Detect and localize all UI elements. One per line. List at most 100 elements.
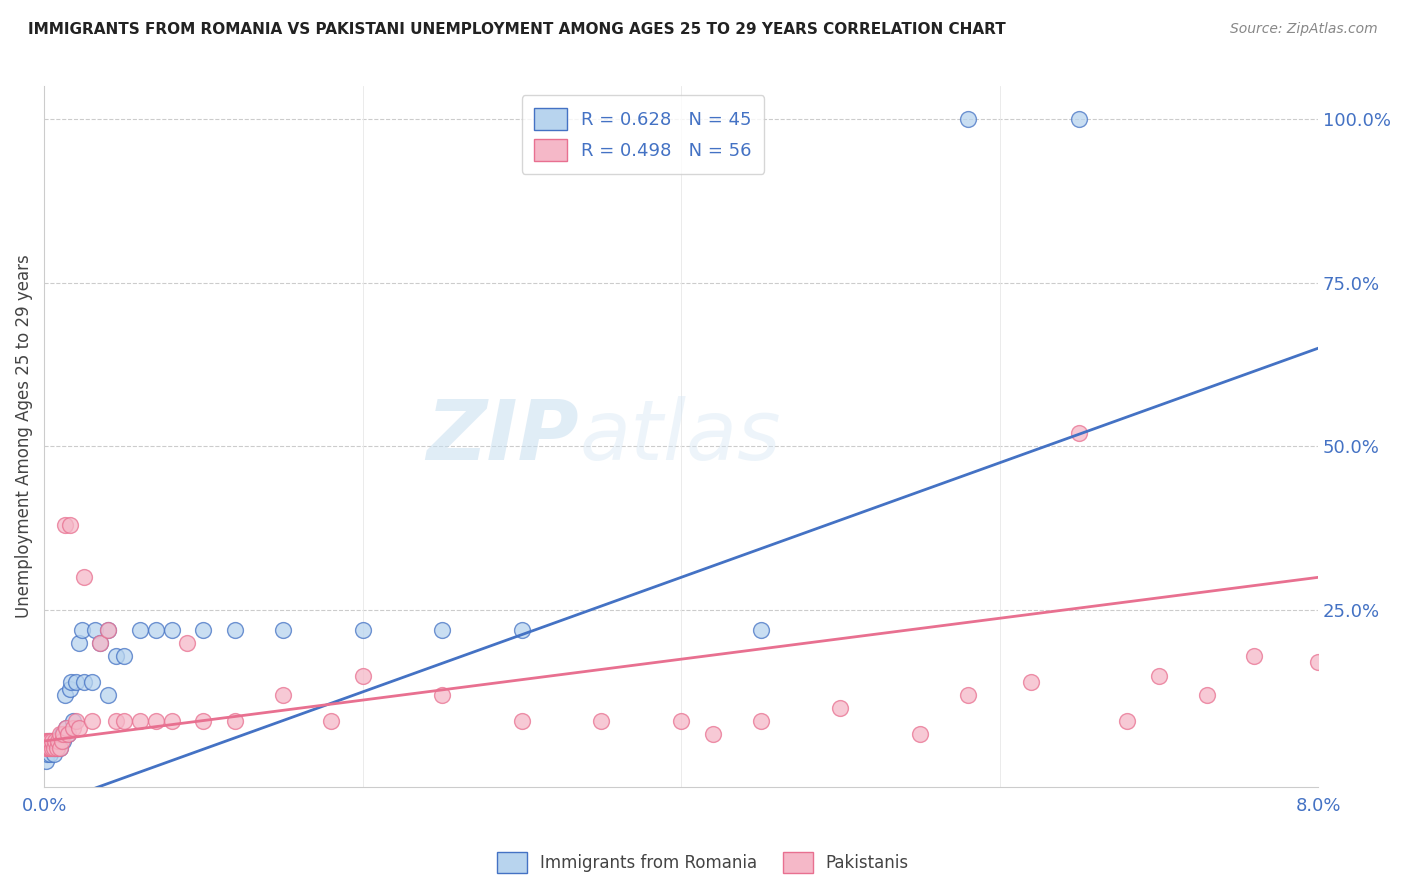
Point bbox=[104, 648, 127, 663]
Point bbox=[193, 623, 215, 637]
Point bbox=[44, 740, 66, 755]
Point bbox=[432, 623, 454, 637]
Point bbox=[45, 740, 67, 755]
Point bbox=[319, 714, 342, 729]
Point bbox=[37, 747, 59, 761]
Point bbox=[65, 675, 87, 690]
Point bbox=[56, 727, 79, 741]
Point bbox=[39, 740, 62, 755]
Point bbox=[55, 721, 77, 735]
Point bbox=[89, 636, 111, 650]
Point bbox=[49, 740, 72, 755]
Point bbox=[38, 734, 60, 748]
Point bbox=[1147, 668, 1170, 682]
Point bbox=[830, 701, 852, 715]
Point bbox=[352, 623, 374, 637]
Point bbox=[44, 734, 66, 748]
Point bbox=[44, 734, 66, 748]
Point bbox=[49, 727, 72, 741]
Point bbox=[432, 688, 454, 702]
Point bbox=[89, 636, 111, 650]
Point bbox=[176, 636, 198, 650]
Point bbox=[58, 681, 80, 696]
Point bbox=[41, 740, 63, 755]
Point bbox=[145, 623, 167, 637]
Point bbox=[80, 714, 103, 729]
Point bbox=[37, 734, 59, 748]
Point bbox=[193, 714, 215, 729]
Point bbox=[1116, 714, 1139, 729]
Legend: Immigrants from Romania, Pakistanis: Immigrants from Romania, Pakistanis bbox=[491, 846, 915, 880]
Text: atlas: atlas bbox=[579, 396, 780, 477]
Point bbox=[55, 721, 77, 735]
Point bbox=[1021, 675, 1043, 690]
Point bbox=[97, 688, 120, 702]
Point bbox=[51, 727, 73, 741]
Point bbox=[510, 623, 533, 637]
Point bbox=[39, 747, 62, 761]
Point bbox=[749, 714, 772, 729]
Point bbox=[48, 734, 70, 748]
Point bbox=[41, 740, 63, 755]
Point bbox=[35, 740, 58, 755]
Point bbox=[65, 714, 87, 729]
Point bbox=[52, 727, 75, 741]
Point bbox=[72, 623, 94, 637]
Text: IMMIGRANTS FROM ROMANIA VS PAKISTANI UNEMPLOYMENT AMONG AGES 25 TO 29 YEARS CORR: IMMIGRANTS FROM ROMANIA VS PAKISTANI UNE… bbox=[28, 22, 1005, 37]
Point bbox=[35, 754, 58, 768]
Point bbox=[112, 714, 135, 729]
Point bbox=[352, 668, 374, 682]
Point bbox=[38, 740, 60, 755]
Point bbox=[510, 714, 533, 729]
Point bbox=[104, 714, 127, 729]
Point bbox=[45, 740, 67, 755]
Point bbox=[591, 714, 613, 729]
Point bbox=[271, 623, 294, 637]
Point bbox=[67, 721, 90, 735]
Point bbox=[73, 570, 96, 584]
Point bbox=[908, 727, 931, 741]
Y-axis label: Unemployment Among Ages 25 to 29 years: Unemployment Among Ages 25 to 29 years bbox=[15, 255, 32, 618]
Point bbox=[956, 112, 979, 127]
Point bbox=[49, 740, 72, 755]
Point bbox=[1195, 688, 1218, 702]
Text: ZIP: ZIP bbox=[426, 396, 579, 477]
Point bbox=[128, 623, 150, 637]
Point bbox=[97, 623, 120, 637]
Point bbox=[702, 727, 724, 741]
Point bbox=[37, 740, 59, 755]
Point bbox=[749, 623, 772, 637]
Point bbox=[112, 648, 135, 663]
Point bbox=[41, 734, 63, 748]
Point bbox=[53, 518, 76, 533]
Point bbox=[35, 734, 58, 748]
Point bbox=[160, 623, 183, 637]
Point bbox=[1243, 648, 1265, 663]
Point bbox=[41, 734, 63, 748]
Point bbox=[60, 675, 83, 690]
Point bbox=[1069, 426, 1091, 441]
Legend: R = 0.628   N = 45, R = 0.498   N = 56: R = 0.628 N = 45, R = 0.498 N = 56 bbox=[522, 95, 765, 174]
Point bbox=[38, 740, 60, 755]
Point bbox=[145, 714, 167, 729]
Point bbox=[49, 734, 72, 748]
Point bbox=[224, 714, 246, 729]
Point bbox=[1308, 656, 1330, 670]
Point bbox=[62, 721, 84, 735]
Point bbox=[38, 734, 60, 748]
Point bbox=[62, 714, 84, 729]
Point bbox=[67, 636, 90, 650]
Point bbox=[48, 734, 70, 748]
Point bbox=[271, 688, 294, 702]
Point bbox=[80, 675, 103, 690]
Point bbox=[73, 675, 96, 690]
Point bbox=[97, 623, 120, 637]
Point bbox=[224, 623, 246, 637]
Point bbox=[128, 714, 150, 729]
Point bbox=[84, 623, 107, 637]
Point bbox=[52, 734, 75, 748]
Point bbox=[956, 688, 979, 702]
Point bbox=[1069, 112, 1091, 127]
Point bbox=[39, 734, 62, 748]
Point bbox=[669, 714, 692, 729]
